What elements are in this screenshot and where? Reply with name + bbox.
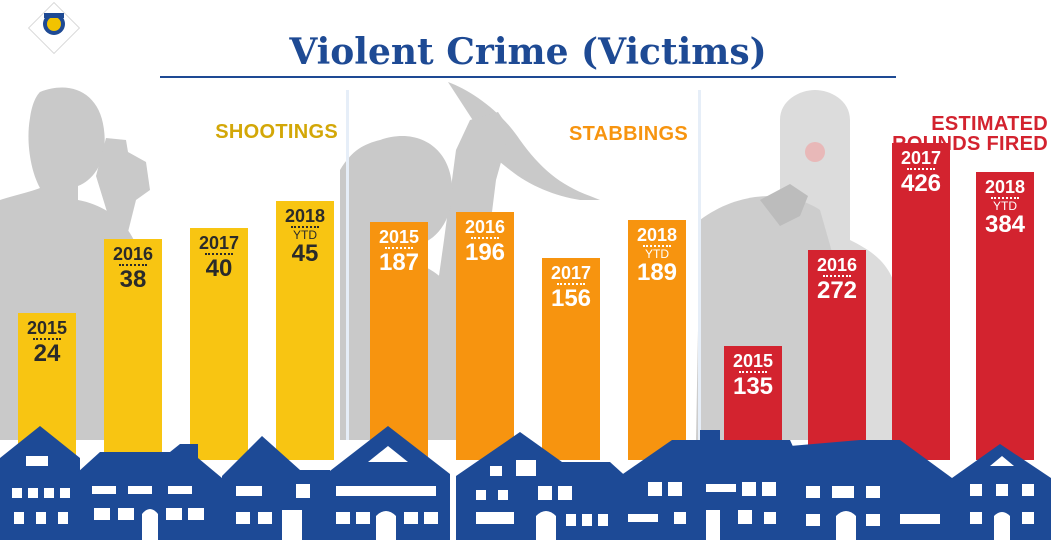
shootings-value-label: 45	[291, 240, 319, 267]
stabbings-year-label: 2016	[464, 217, 506, 237]
rounds-fired-value-label: 384	[984, 211, 1026, 238]
rounds-fired-ytd-note: YTD	[993, 199, 1017, 213]
stabbings-bar-2017: 2017 156	[542, 258, 600, 460]
police-badge-icon	[28, 2, 80, 54]
shootings-year-label: 2016	[112, 244, 154, 264]
stabbings-value-label: 196	[464, 239, 506, 266]
shootings-ytd-note: YTD	[293, 228, 317, 242]
dotted-separator	[205, 253, 233, 255]
stabbings-value-label: 187	[378, 249, 420, 276]
dotted-separator	[739, 371, 767, 373]
rounds-fired-year-label: 2016	[816, 255, 858, 275]
shootings-year-label: 2018	[284, 206, 326, 226]
rounds-fired-value-label: 135	[732, 373, 774, 400]
rounds-fired-bar-2018: 2018 YTD 384	[976, 172, 1034, 460]
dotted-separator	[471, 237, 499, 239]
dotted-separator	[385, 247, 413, 249]
page-title: Violent Crime (Victims)	[289, 31, 767, 73]
dotted-separator	[119, 264, 147, 266]
dotted-separator	[991, 197, 1019, 199]
dotted-separator	[823, 275, 851, 277]
rounds-fired-value-label: 426	[900, 170, 942, 197]
title-underline	[160, 76, 896, 78]
shootings-value-label: 38	[119, 266, 147, 293]
shootings-year-label: 2017	[198, 233, 240, 253]
dotted-separator	[291, 226, 319, 228]
dotted-separator	[33, 338, 61, 340]
shootings-value-label: 40	[205, 255, 233, 282]
shootings-bar-2016: 2016 38	[104, 239, 162, 460]
rounds-fired-year-label: 2017	[900, 148, 942, 168]
rounds-fired-value-label: 272	[816, 277, 858, 304]
house-windows	[12, 446, 1034, 540]
shootings-bar-2017: 2017 40	[190, 228, 248, 460]
shootings-bar-2018: 2018 YTD 45	[276, 201, 334, 460]
shootings-value-label: 24	[33, 340, 61, 367]
dotted-separator	[643, 245, 671, 247]
stabbings-year-label: 2017	[550, 263, 592, 283]
rounds-fired-label-line-1: ESTIMATED	[931, 113, 1048, 135]
stabbings-bar-2018: 2018 YTD 189	[628, 220, 686, 460]
stabbings-ytd-note: YTD	[645, 247, 669, 261]
stabbings-value-label: 189	[636, 259, 678, 286]
dotted-separator	[557, 283, 585, 285]
dotted-separator	[907, 168, 935, 170]
stabbings-year-label: 2015	[378, 227, 420, 247]
rounds-fired-year-label: 2015	[732, 351, 774, 371]
rounds-fired-bar-2017: 2017 426	[892, 143, 950, 460]
stabbings-bar-2016: 2016 196	[456, 212, 514, 460]
stabbings-bar-2015: 2015 187	[370, 222, 428, 460]
rounds-fired-year-label: 2018	[984, 177, 1026, 197]
stabbings-year-label: 2018	[636, 225, 678, 245]
stabbings-label: STABBINGS	[569, 123, 688, 145]
shootings-year-label: 2015	[26, 318, 68, 338]
rounds-fired-bar-2016: 2016 272	[808, 250, 866, 460]
shootings-label: SHOOTINGS	[215, 121, 338, 143]
stabbings-value-label: 156	[550, 285, 592, 312]
